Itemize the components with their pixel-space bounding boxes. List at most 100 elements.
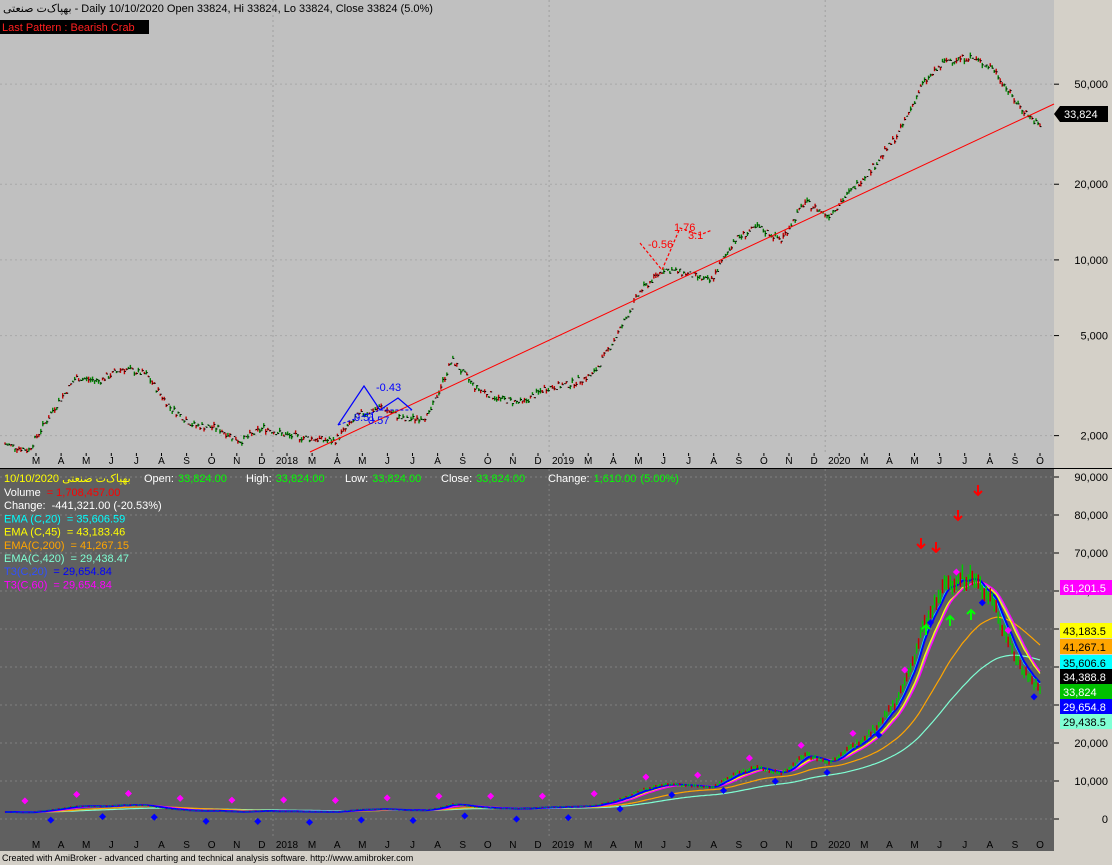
buy-signal-marker — [512, 815, 521, 823]
buy-signal-marker — [47, 816, 55, 824]
x-tick-label: S — [1012, 456, 1019, 467]
legend-value: = 35,606.59 — [67, 513, 125, 525]
x-tick-label: O — [1036, 840, 1044, 851]
x-tick-label: M — [358, 840, 366, 851]
x-tick-label: D — [534, 456, 541, 467]
legend-label: T3(C,20) — [4, 566, 47, 578]
value-badge: 29,438.5 — [1060, 714, 1112, 729]
value-badge: 34,388.8 — [1060, 669, 1112, 684]
x-tick-label: S — [183, 456, 190, 467]
legend-value: = 41,267.15 — [71, 540, 129, 552]
x-tick-label: A — [58, 456, 65, 467]
x-tick-label: O — [484, 840, 492, 851]
x-tick-label: J — [134, 840, 139, 851]
x-tick-label: M — [584, 456, 592, 467]
x-tick-label: M — [634, 456, 642, 467]
trendline — [309, 103, 1055, 453]
x-tick-label: O — [208, 840, 216, 851]
pattern-ratio-label: 1.76 — [674, 222, 695, 234]
x-tick-label: A — [710, 840, 717, 851]
x-tick-label: J — [385, 456, 390, 467]
buy-signal-marker — [616, 805, 624, 813]
bullish-pattern-dash — [337, 409, 412, 426]
y-tick-label: 2,000 — [1080, 431, 1108, 443]
legend-entry: Change: -441,321.00 (-20.53%) — [4, 500, 162, 512]
buy-signal-marker — [668, 791, 676, 799]
legend-entry: T3(C,60) = 29,654.84 — [4, 579, 112, 591]
sell-signal-marker — [849, 729, 857, 737]
value-badge: 29,654.8 — [1060, 699, 1112, 714]
x-tick-label: M — [32, 456, 40, 467]
legend-entry: T3(C,20) = 29,654.84 — [4, 566, 112, 578]
pattern-ratio-label: 0.57 — [368, 415, 389, 427]
x-tick-label: J — [962, 840, 967, 851]
x-tick-label: O — [208, 456, 216, 467]
x-tick-label: J — [109, 840, 114, 851]
value-badge: 33,824 — [1060, 684, 1112, 699]
x-tick-label: 2018 — [276, 456, 299, 467]
lower-x-axis: M A M J J A S O N D 2018 M A M J J A S O N D 2019 M A M J J A S O N D 20… — [32, 840, 1044, 851]
x-tick-label: A — [334, 840, 341, 851]
x-tick-label: M — [82, 840, 90, 851]
legend-value: = 29,654.84 — [53, 566, 111, 578]
x-tick-label: S — [183, 840, 190, 851]
sell-signal-marker — [694, 771, 702, 779]
pattern-ratio-label: 0.51 — [354, 412, 375, 424]
sell-signal-marker — [901, 666, 909, 674]
buy-signal-marker — [150, 813, 158, 821]
sell-signal-marker — [590, 790, 598, 798]
x-tick-label: O — [760, 456, 768, 467]
pattern-ratio-label: -0.56 — [648, 239, 673, 251]
value-badge-bg — [1060, 699, 1112, 714]
bullish-pattern — [337, 384, 413, 426]
buy-signal-marker — [823, 768, 831, 777]
value-badge-bg — [1060, 639, 1112, 654]
legend-label: EMA (C,20) — [4, 513, 61, 525]
x-tick-label: A — [334, 456, 341, 467]
header-close: Close: 33,824.00 — [441, 473, 525, 485]
x-tick-label: A — [886, 840, 893, 851]
value-badge-text: 29,438.5 — [1063, 717, 1106, 729]
sell-signal-marker — [280, 796, 288, 804]
buy-signal-marker — [305, 818, 314, 826]
legend-label: EMA(C,420) — [4, 553, 65, 565]
buy-arrow-icon — [945, 614, 955, 626]
value-badge-bg — [1060, 714, 1112, 729]
x-tick-label: D — [258, 840, 265, 851]
legend-label: Change: — [4, 500, 46, 512]
x-tick-label: O — [760, 840, 768, 851]
legend-value: = 29,438.47 — [71, 553, 129, 565]
header-change: Change: 1,610.00 (5.00%) — [548, 473, 679, 485]
y-tick-label: 5,000 — [1080, 331, 1108, 343]
sell-arrow-icon — [973, 485, 983, 497]
sell-signal-marker — [383, 794, 391, 802]
sell-arrow-icon — [931, 542, 941, 554]
header-high: High: 33,824.00 — [246, 473, 325, 485]
x-tick-label: A — [158, 456, 165, 467]
sell-signal-marker — [176, 794, 184, 802]
legend-entry: EMA(C,200) = 41,267.15 — [4, 540, 129, 552]
sell-signal-marker — [642, 773, 650, 781]
x-tick-label: N — [233, 840, 240, 851]
pattern-label: Last Pattern : Bearish Crab — [2, 22, 135, 34]
lower-header: بهپاک‌ت صنعتی 10/10/2020 Open: 33,824.00 … — [4, 473, 679, 485]
y-tick-label: 20,000 — [1074, 179, 1108, 191]
value-badge-bg — [1060, 623, 1112, 638]
x-tick-label: 2018 — [276, 840, 299, 851]
buy-signal-marker — [771, 777, 779, 785]
sell-arrow-icon — [916, 538, 926, 550]
value-badge: 35,606.6 — [1060, 655, 1112, 670]
pattern-ratio-label: 3.1 — [688, 230, 703, 242]
x-tick-label: M — [308, 456, 316, 467]
y-tick-label: 20,000 — [1074, 738, 1108, 750]
x-tick-label: J — [937, 840, 942, 851]
x-tick-label: 2020 — [828, 456, 851, 467]
x-tick-label: J — [962, 456, 967, 467]
upper-y-axis: 50,000 20,000 10,000 5,000 2,000 — [1054, 79, 1108, 443]
buy-signal-marker — [926, 619, 935, 627]
buy-signal-marker — [357, 816, 365, 824]
x-tick-label: N — [509, 456, 516, 467]
x-tick-label: A — [886, 456, 893, 467]
buy-signal-marker — [978, 599, 986, 607]
